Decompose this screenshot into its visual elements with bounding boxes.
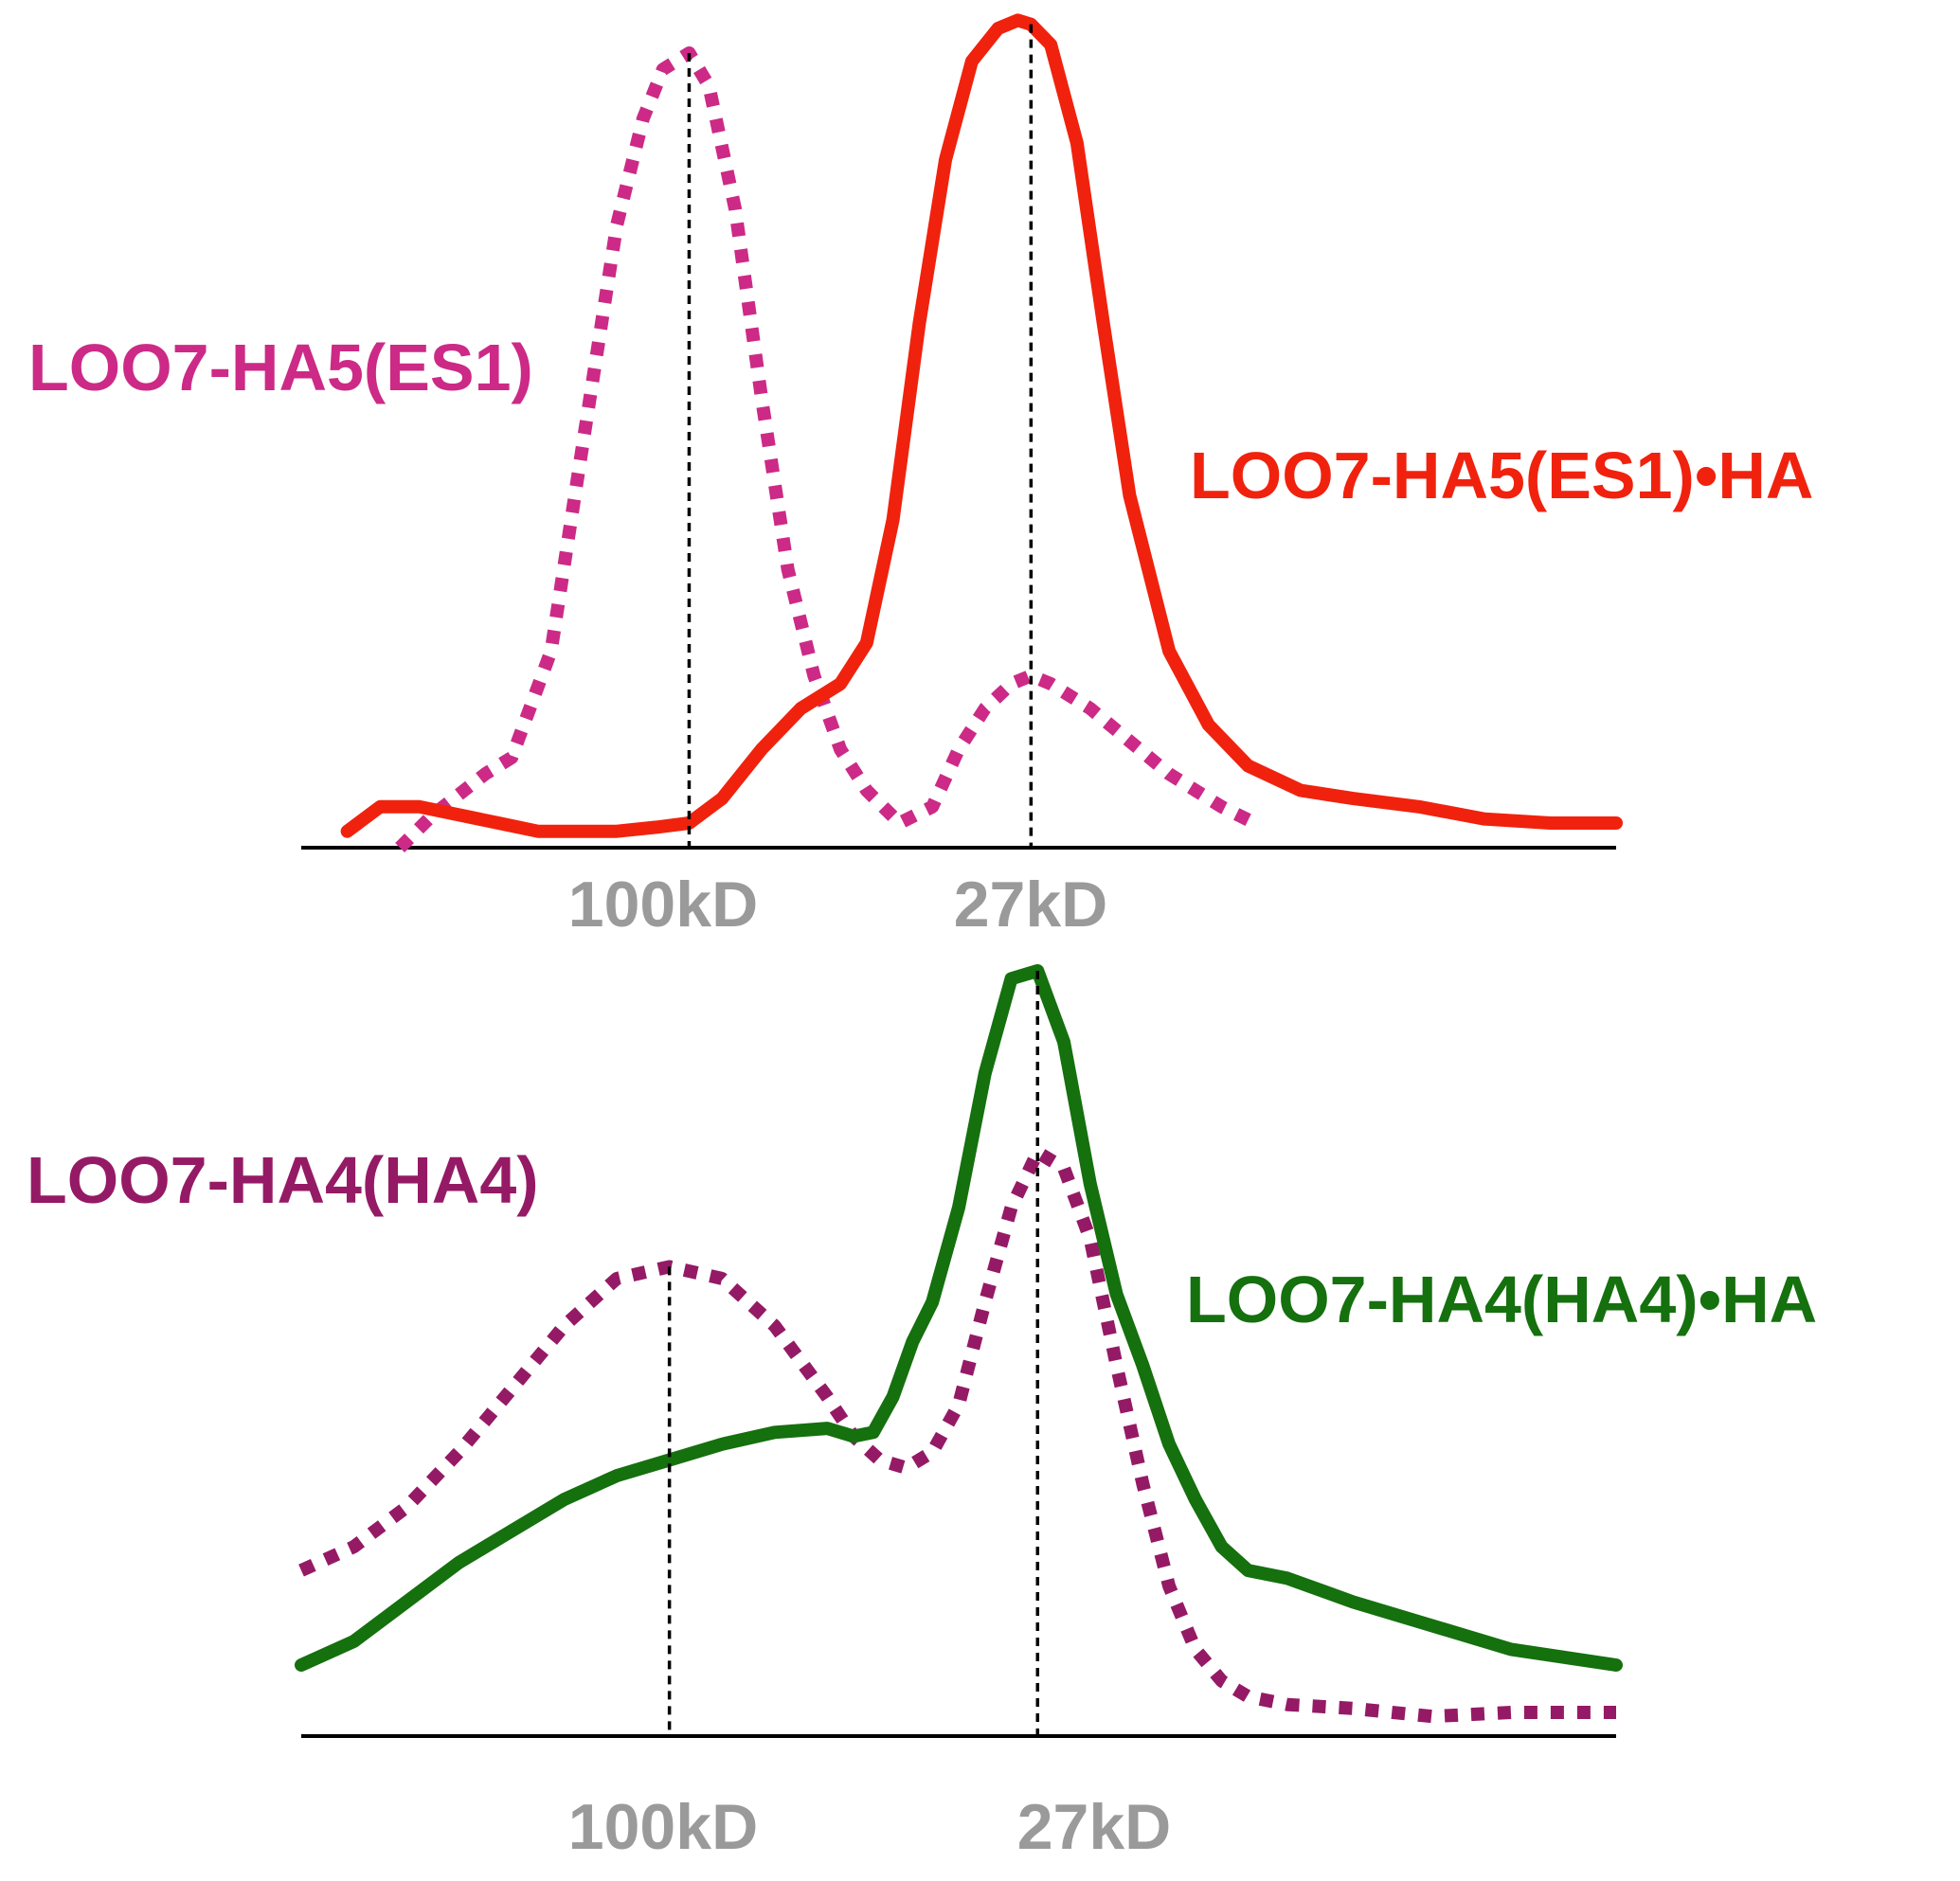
series-line-loo7-ha5-es1-ha: [340, 13, 1623, 838]
tick-label-bottom-100kd: 100kD: [568, 1791, 758, 1863]
series-line-loo7-ha5-es1: [395, 46, 1258, 852]
series-label-ha4-free: LOO7-HA4(HA4): [27, 1143, 539, 1217]
series-line-loo7-ha4-ha4: [298, 1145, 1616, 1724]
series-label-ha5-complex: LOO7-HA5(ES1)•HA: [1190, 439, 1813, 512]
tick-label-top-100kd: 100kD: [568, 869, 758, 940]
series-label-ha5-free: LOO7-HA5(ES1): [28, 331, 533, 404]
series-label-ha4-complex: LOO7-HA4(HA4)•HA: [1186, 1263, 1817, 1336]
tick-label-bottom-27kd: 27kD: [1017, 1791, 1172, 1863]
top-chart-panel: [301, 13, 1623, 852]
tick-label-top-27kd: 27kD: [954, 869, 1108, 940]
series-line-loo7-ha4-ha4-ha: [295, 964, 1623, 1672]
bottom-chart-panel: [295, 964, 1623, 1738]
